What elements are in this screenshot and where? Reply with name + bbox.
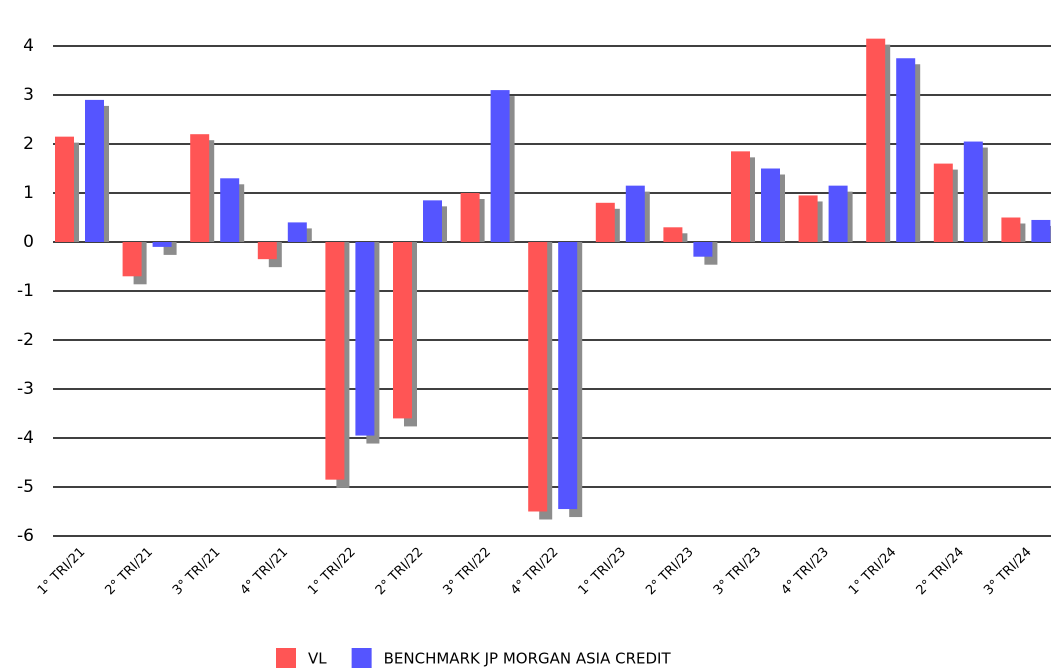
y-tick-label: -1: [17, 281, 34, 301]
bar: [896, 58, 916, 242]
bar: [1001, 217, 1021, 242]
bar: [866, 38, 886, 243]
legend-swatch: [276, 648, 296, 668]
bar: [355, 242, 375, 436]
y-tick-label: -2: [17, 330, 34, 350]
bar: [933, 163, 953, 242]
bar: [122, 242, 142, 277]
x-tick-label: 2° TRI/21: [102, 545, 155, 598]
bar: [152, 242, 172, 247]
y-tick-label: -3: [17, 379, 34, 399]
x-tick-label: 1° TRI/23: [576, 545, 629, 598]
bar: [1031, 219, 1051, 242]
y-tick-label: 0: [23, 232, 34, 252]
x-tick-label: 1° TRI/21: [35, 545, 88, 598]
x-tick-label: 3° TRI/23: [711, 545, 764, 598]
bar: [798, 195, 818, 242]
bar: [55, 136, 74, 242]
y-tick-label: 4: [23, 36, 34, 56]
x-tick-label: 1° TRI/22: [305, 545, 358, 598]
bar: [595, 202, 615, 242]
bar: [828, 185, 848, 242]
bar: [393, 242, 412, 419]
x-tick-label: 2° TRI/23: [643, 545, 696, 598]
y-tick-label: -5: [17, 477, 34, 497]
bar: [663, 227, 683, 242]
x-tick-label: 4° TRI/21: [238, 545, 291, 598]
y-tick-label: 2: [23, 134, 34, 154]
bar: [963, 141, 983, 242]
bar: [460, 193, 480, 242]
bar: [85, 99, 104, 243]
y-tick-label: -6: [17, 526, 34, 546]
bar: [761, 168, 780, 242]
legend-label: BENCHMARK JP MORGAN ASIA CREDIT: [384, 650, 672, 668]
bar: [625, 185, 645, 242]
x-tick-label: 4° TRI/23: [778, 545, 831, 598]
x-tick-label: 4° TRI/22: [508, 545, 561, 598]
legend-swatch: [351, 648, 372, 668]
bar: [558, 242, 578, 510]
x-tick-label: 2° TRI/24: [914, 545, 967, 598]
bar: [490, 90, 510, 242]
legend-label: VL: [308, 650, 327, 668]
y-tick-label: 3: [23, 85, 34, 105]
x-tick-label: 3° TRI/24: [981, 545, 1034, 598]
y-tick-label: -4: [17, 428, 34, 448]
bar: [287, 222, 307, 242]
x-tick-label: 3° TRI/22: [440, 545, 493, 598]
bar: [220, 178, 240, 242]
bar: [423, 200, 442, 242]
bar: [190, 134, 210, 242]
bar: [325, 242, 345, 480]
bar: [693, 242, 713, 257]
x-tick-label: 3° TRI/21: [170, 545, 223, 598]
bar: [257, 242, 277, 260]
x-tick-label: 1° TRI/24: [846, 545, 899, 598]
x-tick-label: 2° TRI/22: [373, 545, 426, 598]
y-tick-label: 1: [23, 183, 34, 203]
bar: [528, 242, 548, 512]
bar: [731, 151, 750, 242]
